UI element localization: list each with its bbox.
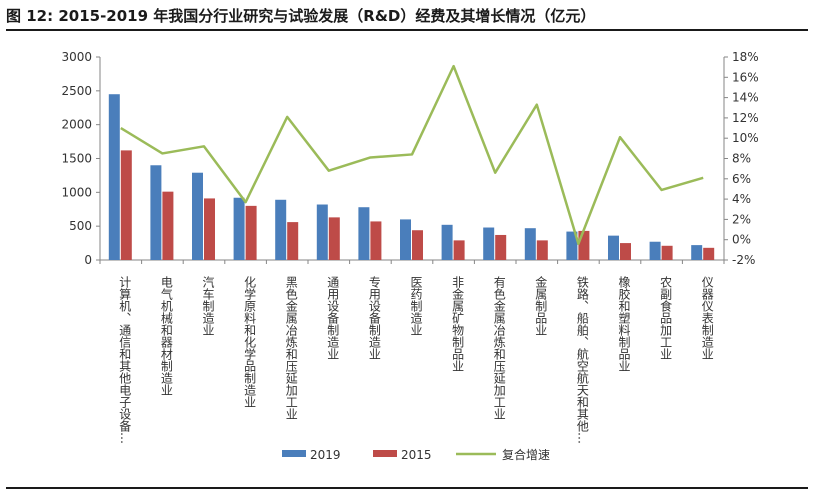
bottom-rule	[6, 487, 808, 489]
legend-swatch-2019	[282, 450, 306, 457]
bar-2019	[358, 207, 370, 260]
bar-2015	[287, 222, 299, 260]
category-label: 仪器仪表制造业	[700, 276, 714, 360]
left-tick-label: 500	[69, 219, 92, 233]
left-tick-label: 2500	[61, 84, 92, 98]
category-label: 橡胶和塑料制品业	[617, 276, 631, 372]
right-tick-label: 8%	[732, 152, 751, 166]
bar-2019	[400, 219, 411, 260]
category-label: 汽车制造业	[201, 275, 215, 336]
bar-2019	[441, 224, 453, 260]
left-tick-label: 3000	[61, 50, 92, 64]
bar-2015	[703, 247, 715, 260]
bar-2015	[328, 217, 340, 260]
category-label: 医药制造业	[409, 276, 423, 336]
category-label: 有色金属冶炼和压延加工业	[492, 276, 506, 420]
category-label: 计算机、通信和其他电子设备…	[118, 276, 132, 444]
bar-2019	[233, 197, 245, 260]
category-label: 电气机械和器材制造业	[159, 276, 173, 396]
legend-label-2015: 2015	[401, 448, 432, 462]
right-tick-label: 16%	[732, 70, 759, 84]
right-tick-label: 14%	[732, 91, 759, 105]
bar-2019	[691, 245, 703, 260]
legend-label-2019: 2019	[310, 448, 341, 462]
bar-2015	[120, 150, 132, 260]
top-rule	[6, 29, 808, 31]
bar-2015	[495, 234, 507, 260]
category-label: 通用设备制造业	[326, 276, 340, 360]
right-tick-label: 10%	[732, 131, 759, 145]
plot-area: 0 500 1000 1500 2000 2500 3000 -2% 0% 2% 4% 6% 8% 10%…	[61, 50, 758, 444]
bar-2015	[620, 243, 631, 260]
legend: 2019 2015 复合增速	[282, 447, 550, 462]
bar-2019	[566, 231, 578, 260]
bar-2015	[412, 230, 423, 260]
left-tick-label: 0	[84, 253, 92, 267]
category-label: 非金属矿物制品业	[451, 276, 465, 372]
left-tick-label: 2000	[61, 118, 92, 132]
category-label: 金属制品业	[534, 275, 548, 336]
bar-2015	[661, 245, 673, 260]
left-tick-label: 1000	[61, 185, 92, 199]
bar-2019	[316, 204, 328, 260]
right-tick-label: 18%	[732, 50, 759, 64]
bar-2019	[524, 228, 536, 260]
right-tick-label: 4%	[732, 192, 751, 206]
bar-2019	[108, 94, 120, 260]
bar-2015	[370, 221, 382, 260]
legend-swatch-2015	[373, 450, 397, 457]
right-tick-label: -2%	[732, 253, 755, 267]
bar-2015	[453, 240, 465, 260]
bar-2019	[483, 227, 495, 260]
legend-label-growth: 复合增速	[502, 447, 550, 462]
bar-2015	[536, 240, 548, 260]
left-tick-label: 1500	[61, 152, 92, 166]
right-tick-label: 6%	[732, 172, 751, 186]
bar-2019	[649, 241, 661, 260]
right-tick-label: 12%	[732, 111, 759, 125]
right-tick-label: 2%	[732, 212, 751, 226]
category-label: 化学原料和化学品制造业	[243, 276, 257, 408]
bar-2019	[275, 199, 287, 260]
rd-expenditure-chart: 0 500 1000 1500 2000 2500 3000 -2% 0% 2% 4% 6% 8% 10%…	[61, 50, 758, 462]
category-label: 黑色金属冶炼和压延加工业	[284, 276, 298, 420]
category-label: 铁路、船舶、航空航天和其他…	[575, 276, 589, 444]
bar-2015	[578, 230, 590, 260]
right-tick-label: 0%	[732, 233, 751, 247]
bar-2015	[204, 198, 215, 260]
bar-2019	[608, 235, 619, 260]
bar-2019	[150, 165, 162, 260]
category-label: 专用设备制造业	[367, 275, 381, 360]
bar-2019	[192, 172, 203, 260]
title-row: 图 12: 2015-2019 年我国分行业研究与试验发展（R&D）经费及其增长…	[0, 0, 814, 30]
category-label: 农副食品加工业	[659, 276, 673, 360]
bar-2015	[162, 191, 174, 260]
chart-title: 图 12: 2015-2019 年我国分行业研究与试验发展（R&D）经费及其增长…	[6, 7, 596, 25]
bar-2015	[245, 205, 257, 260]
